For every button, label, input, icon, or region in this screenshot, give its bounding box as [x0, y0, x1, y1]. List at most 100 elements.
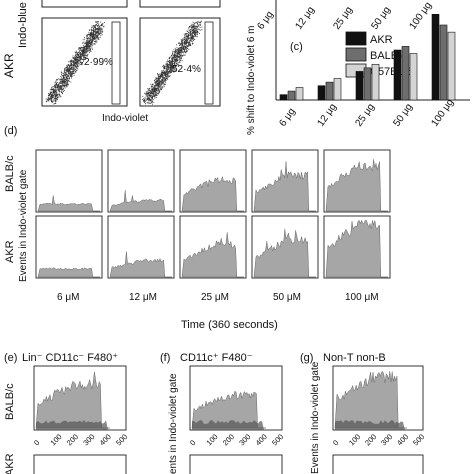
tick-label: 200	[363, 432, 378, 447]
panel-e-title: Lin⁻ CD11c⁻ F480⁺	[22, 352, 118, 364]
column-label: 12 μM	[129, 292, 157, 303]
panel-f-label: (f)	[160, 352, 170, 364]
bar-c57bl6-2	[371, 63, 380, 101]
indo-violet-axis-label: Indo-violet	[102, 113, 148, 124]
histogram-frame-lower	[189, 454, 283, 474]
histogram-trace	[37, 195, 100, 212]
panel-e: (e) Lin⁻ CD11c⁻ F480⁺ BALB/c AKR 0 100 200…	[4, 352, 129, 474]
histogram-f: 0 100 200 300 400 500	[188, 365, 285, 474]
scatter-cloud-left	[45, 21, 105, 105]
tick-label: 0	[32, 438, 41, 447]
panel-d-ylabel: Events in Indo-violet gate	[18, 169, 29, 282]
panel-e-row-balbc: BALB/c	[4, 383, 16, 420]
baseline-trace	[335, 420, 405, 430]
panel-g-label: (g)	[300, 352, 313, 364]
bar-akr-3	[393, 49, 402, 101]
histogram-trace	[35, 371, 110, 429]
panel-f-title: CD11c⁺ F480⁻	[180, 352, 253, 364]
panel-c-ylabel: % shift to Indo-violet 6 m	[246, 26, 257, 136]
tick-label: 500	[270, 432, 285, 447]
bar-balbc-3	[401, 46, 410, 101]
gate-value-left: 2·99%	[84, 57, 113, 68]
tick-label: 200	[65, 432, 80, 447]
tick-label: 0	[188, 438, 197, 447]
panel-d-row-balbc: BALB/c	[4, 155, 16, 192]
bar-akr-2	[355, 71, 364, 101]
tick-label: 300	[81, 432, 96, 447]
tick-label: 500	[411, 432, 426, 447]
baseline-trace	[36, 420, 108, 430]
tick-label: 300	[379, 432, 394, 447]
tick-label: 200	[221, 432, 236, 447]
column-label: 100 μM	[345, 292, 379, 303]
tick-label: 6 μg	[255, 9, 275, 31]
flow-plot-top-right	[139, 0, 221, 8]
panel-c: % shift to Indo-violet 6 m 6 μg 12 μg 25 μ…	[246, 0, 470, 135]
panel-g-ylabel: Events in Indo-violet gate	[310, 361, 321, 474]
bar-balbc-1	[325, 81, 334, 101]
tick-label: 400	[395, 432, 410, 447]
histogram-trace	[191, 390, 266, 429]
tick-label: 50 μg	[369, 5, 392, 32]
histogram-trace	[181, 175, 244, 212]
gate-value-right: 52·4%	[172, 64, 201, 75]
panel-e-label: (e)	[4, 352, 17, 364]
tick-label: 400	[254, 432, 269, 447]
bar-akr-1	[317, 85, 326, 101]
column-labels: 6 μM 12 μM 25 μM 50 μM 100 μM	[57, 292, 379, 303]
histogram-trace	[181, 232, 244, 278]
tick-label: 6 μg	[277, 106, 297, 128]
histogram-frame-lower	[33, 454, 127, 474]
histogram-trace	[37, 267, 100, 278]
legend-label: BALB/c	[370, 50, 407, 62]
histogram-grid	[35, 149, 391, 279]
legend-swatch	[345, 31, 367, 46]
gate-right	[204, 21, 214, 105]
tick-label: 50 μg	[391, 102, 414, 129]
bar-c57bl6-4	[447, 31, 456, 101]
tick-label: 100 μg	[407, 0, 434, 32]
tick-label: 300	[237, 432, 252, 447]
histogram-trace	[325, 219, 388, 278]
tick-label: 100	[48, 432, 63, 447]
panel-d-label: (d)	[4, 125, 17, 137]
scatter-points	[142, 20, 203, 105]
tick-label: 12 μg	[315, 102, 338, 129]
legend-swatch	[345, 47, 367, 62]
column-label: 50 μM	[273, 292, 301, 303]
bottom-tick-labels: 6 μg 12 μg 25 μg 50 μg 100 μg	[277, 97, 456, 129]
panel-g-title: Non-T non-B	[323, 352, 386, 364]
histogram-frame-lower	[332, 454, 424, 474]
histogram-trace	[253, 228, 316, 278]
indo-blue-axis-label: Indo-blue	[17, 2, 29, 48]
baseline-trace	[192, 420, 264, 430]
column-label: 25 μM	[201, 292, 229, 303]
histogram-trace	[253, 161, 316, 212]
panel-d: (d) BALB/c AKR Events in Indo-violet gat…	[4, 125, 391, 331]
bar-akr-0	[279, 94, 288, 101]
tick-label: 0	[331, 438, 340, 447]
bar-akr-4	[431, 13, 440, 101]
histogram-e: 0 100 200 300 400 500	[32, 365, 129, 474]
panel-d-xlabel: Time (360 seconds)	[181, 319, 278, 331]
scatter-points	[45, 21, 105, 105]
bar-balbc-0	[287, 90, 296, 101]
tick-label: 500	[114, 432, 129, 447]
bar-c57bl6-0	[295, 87, 304, 101]
histogram-frame	[35, 149, 103, 213]
column-label: 6 μM	[57, 292, 79, 303]
panel-c-label: (c)	[290, 41, 303, 53]
panel-a: Indo-blue AKR 2·99% 52·4% Indo-violet	[2, 0, 221, 124]
bar-balbc-2	[363, 67, 372, 101]
bar-c57bl6-1	[333, 78, 342, 101]
histogram-trace	[109, 190, 172, 212]
bar-c57bl6-3	[409, 53, 418, 101]
panel-g: (g) Non-T non-B Events in Indo-violet ga…	[300, 352, 426, 474]
gate-left	[111, 21, 121, 105]
tick-label: 400	[98, 432, 113, 447]
tick-label: 12 μg	[293, 5, 316, 32]
legend-label: AKR	[370, 34, 393, 46]
scatter-cloud-right	[142, 20, 203, 105]
tick-label: 25 μg	[331, 5, 354, 32]
flow-plot-top-left	[41, 0, 128, 8]
